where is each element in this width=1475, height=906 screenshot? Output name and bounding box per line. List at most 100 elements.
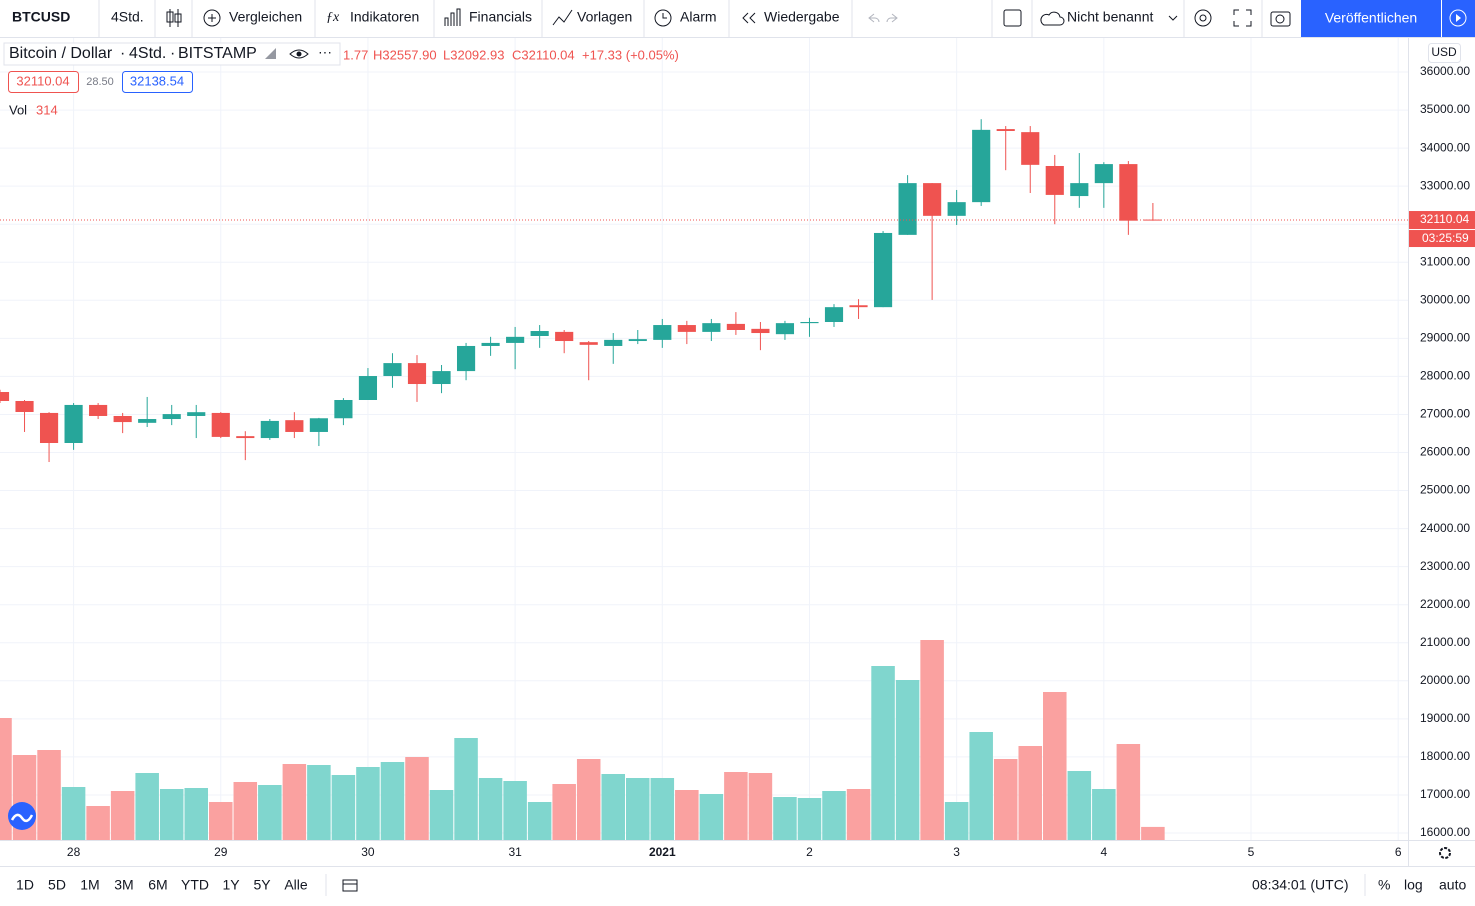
x-tick-label: 28 [67,845,81,859]
candle-body [555,331,574,342]
candle-body [456,345,476,372]
volume-bar [380,762,405,840]
candle-body [1119,164,1138,221]
y-tick-label: 30000.00 [1420,292,1470,306]
percent-toggle[interactable]: % [1378,877,1390,893]
candle-body [898,183,917,235]
volume-bar [773,797,797,840]
volume-bar [454,738,478,840]
range-button[interactable]: 1M [80,877,99,893]
spread: 28.50 [86,76,114,88]
templates-button[interactable]: Vorlagen [577,9,632,25]
volume-bar [110,791,135,840]
buy-price[interactable]: 32138.54 [130,73,184,88]
x-tick-label: 6 [1395,845,1402,859]
volume-bar [748,773,773,840]
candle-body [260,420,279,439]
candle-body [800,321,819,324]
financials-button[interactable]: Financials [469,9,532,25]
currency-box[interactable] [1428,43,1461,63]
alert-button[interactable]: Alarm [680,9,717,25]
candle-body [1094,164,1113,184]
volume-bar [405,757,429,840]
dot: · [170,45,175,62]
volume-bar [135,773,159,840]
x-tick-label: 29 [214,845,228,859]
candle-body [628,339,647,342]
publish-button[interactable] [1301,0,1441,37]
volume-bar [307,765,331,840]
volume-bar [61,787,86,840]
volume-bar [626,778,650,840]
y-tick-label: 28000.00 [1420,369,1470,383]
candle-body [923,183,942,216]
legend-low: L32092.93 [443,47,504,62]
sell-button[interactable] [8,71,79,93]
candle-body [579,342,598,345]
indicators-button[interactable]: Indikatoren [350,9,419,25]
y-tick-label: 18000.00 [1420,749,1470,763]
range-button[interactable]: Alle [284,877,308,893]
layout-name[interactable]: Nicht benannt [1067,9,1154,25]
price-tag [1409,211,1475,230]
candle-body [89,404,108,416]
volume-bar [552,784,576,840]
y-tick-label: 31000.00 [1420,254,1470,268]
candle-body [873,232,893,308]
publish-label[interactable]: Veröffentlichen [1325,10,1417,26]
interval[interactable]: 4Std. [111,9,144,25]
log-toggle[interactable]: log [1404,877,1423,893]
range-button[interactable]: 5Y [253,877,271,893]
clock: 08:34:01 (UTC) [1252,877,1348,893]
x-tick-label: 2021 [649,845,676,859]
x-tick-label: 5 [1248,845,1255,859]
countdown-tag [1409,230,1475,248]
legend-close: C32110.04 [512,47,575,62]
candle-body [383,363,402,377]
logo[interactable] [8,802,36,830]
candle-body [432,371,451,385]
volume-bar [822,791,846,840]
range-button[interactable]: 1Y [222,877,240,893]
y-tick-label: 16000.00 [1420,825,1470,839]
range-button[interactable]: 5D [48,877,66,893]
volume-bar [159,789,184,840]
candle-body [702,323,721,332]
currency[interactable]: USD [1431,45,1457,59]
candle-body [996,129,1015,131]
volume-bar [1043,692,1067,840]
legend-change: +17.33 (+0.05%) [582,47,679,62]
candle-body [113,415,132,423]
candle-body [138,419,157,423]
candle-body [751,328,770,334]
candle-body [481,342,500,346]
volume-bar [699,794,724,840]
candle-body [1070,183,1089,197]
y-tick-label: 33000.00 [1420,178,1470,192]
volume-bar [282,764,307,840]
more-icon[interactable]: ··· [318,44,332,60]
volume-bar [356,767,380,840]
volume-bar [184,788,209,840]
sell-price[interactable]: 32110.04 [16,73,69,88]
buy-button[interactable] [122,71,193,93]
volume-value: 314 [36,102,58,117]
candle-body [726,323,745,330]
candle-body [506,336,525,343]
volume-bar [920,640,944,840]
symbol[interactable]: BTCUSD [12,9,70,25]
range-button[interactable]: 6M [148,877,167,893]
range-button[interactable]: 1D [16,877,34,893]
countdown: 03:25:59 [1422,231,1469,245]
volume-bar [0,718,12,840]
compare-button[interactable]: Vergleichen [229,9,302,25]
range-button[interactable]: YTD [181,877,209,893]
y-tick-label: 24000.00 [1420,521,1470,535]
auto-toggle[interactable]: auto [1439,877,1466,893]
volume-bar [601,774,626,840]
candle-body [407,363,427,385]
y-tick-label: 17000.00 [1420,787,1470,801]
range-button[interactable]: 3M [114,877,133,893]
candle-body [530,331,549,337]
replay-button[interactable]: Wiedergabe [764,9,840,25]
